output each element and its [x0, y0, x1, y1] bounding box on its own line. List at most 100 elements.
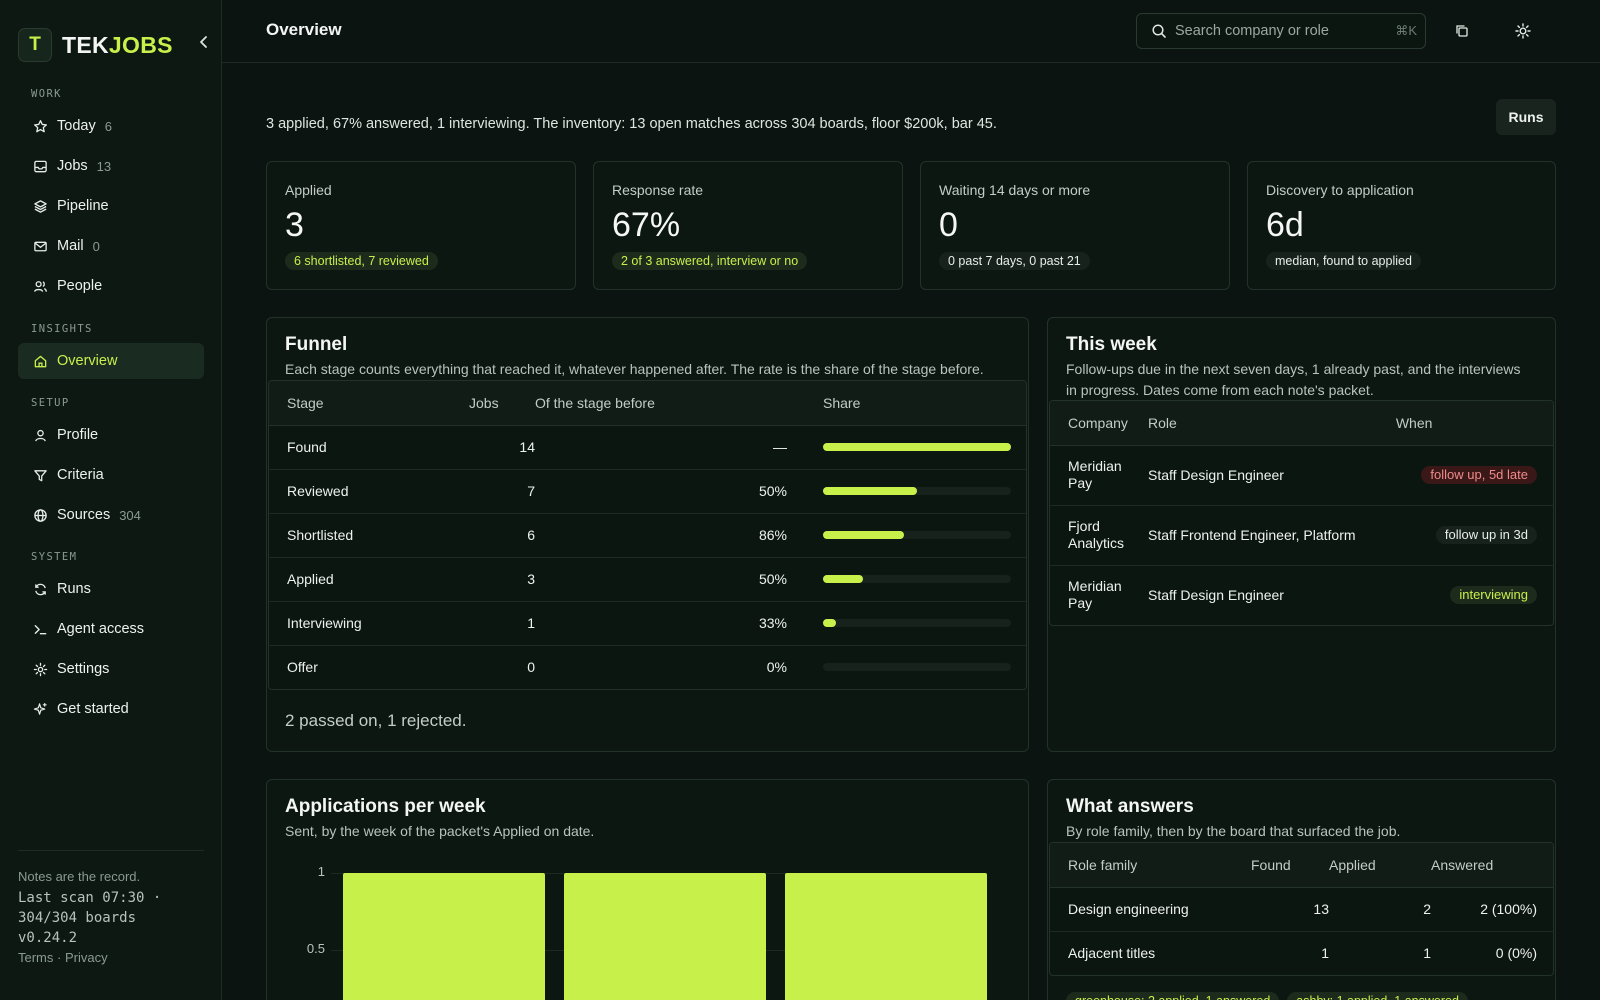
chart-subtitle: Sent, by the week of the packet's Applie…	[285, 823, 595, 839]
sidebar-item-profile[interactable]: Profile	[18, 417, 204, 453]
search-icon	[1152, 24, 1166, 38]
funnel-prev-rate: —	[535, 425, 787, 470]
applications-chart-card: Applications per week Sent, by the week …	[266, 779, 1029, 1000]
this-week-row[interactable]: Fjord Analytics Staff Frontend Engineer, P…	[1050, 505, 1553, 566]
sidebar-item-label: Overview	[57, 353, 118, 369]
funnel-prev-rate: 50%	[535, 469, 787, 514]
chevron-left-icon	[200, 36, 207, 48]
summary-answered: 67%	[332, 116, 362, 132]
collapse-sidebar-button[interactable]	[196, 34, 216, 54]
terms-link[interactable]: Terms	[18, 950, 54, 965]
company-cell: Meridian Pay	[1050, 565, 1148, 625]
funnel-title: Funnel	[285, 334, 348, 355]
funnel-stage: Interviewing	[269, 601, 469, 646]
sparkle-icon	[32, 701, 48, 717]
nav-heading: WORK	[31, 88, 62, 100]
logo[interactable]: T TEKJOBS	[18, 28, 173, 62]
funnel-share	[787, 513, 1026, 558]
sidebar-item-get-started[interactable]: Get started	[18, 691, 204, 727]
sidebar-item-label: Pipeline	[57, 198, 109, 214]
when-cell: interviewing	[1396, 565, 1553, 625]
stat-pill: 2 of 3 answered, interview or no	[612, 252, 808, 270]
funnel-jobs: 1	[469, 601, 535, 646]
privacy-link[interactable]: Privacy	[64, 950, 108, 965]
sidebar-item-jobs[interactable]: Jobs 13	[18, 148, 204, 184]
filter-icon	[32, 467, 48, 483]
funnel-prev-rate: 0%	[766, 659, 787, 676]
nav-group-setup: SETUP Profile Criteria Sources 304	[0, 397, 222, 537]
col-when: When	[1395, 401, 1553, 446]
company-name: Analytics	[1068, 535, 1125, 551]
what-answers-card: What answers By role family, then by the…	[1047, 779, 1556, 1000]
globe-icon	[32, 507, 48, 523]
stat-label: Response rate	[612, 182, 704, 198]
theme-toggle-button[interactable]	[1512, 20, 1534, 42]
footer-separator: ·	[53, 950, 65, 965]
company-name: Fjord	[1068, 518, 1100, 534]
summary-interviewing: 1	[436, 116, 446, 132]
logo-mark: T	[18, 28, 52, 62]
funnel-stage: Found	[269, 425, 469, 470]
sidebar-item-today[interactable]: Today 6	[18, 108, 204, 144]
what-answers-subtitle: By role family, then by the board that s…	[1066, 823, 1401, 839]
what-answers-title: What answers	[1066, 796, 1194, 817]
y-tick-label: 1	[317, 864, 325, 879]
terminal-icon	[32, 621, 48, 637]
sidebar-item-pipeline[interactable]: Pipeline	[18, 188, 204, 224]
star-icon	[32, 118, 48, 134]
share-bar-track	[823, 575, 1011, 583]
company-name: Meridian	[1068, 458, 1122, 474]
share-bar-fill	[823, 619, 837, 627]
sidebar-item-agent-access[interactable]: Agent access	[18, 611, 204, 647]
copy-button[interactable]	[1451, 20, 1473, 42]
sidebar-item-settings[interactable]: Settings	[18, 651, 204, 687]
funnel-jobs: 6	[469, 513, 535, 558]
this-week-row[interactable]: Meridian Pay Staff Design Engineer follow u…	[1050, 445, 1553, 506]
when-badge: follow up, 5d late	[1421, 466, 1537, 484]
nav-heading: SETUP	[31, 397, 70, 409]
sidebar-item-criteria[interactable]: Criteria	[18, 457, 204, 493]
sidebar-item-label: Sources	[57, 507, 111, 523]
role-family: Design engineering	[1050, 887, 1251, 932]
funnel-stage: Reviewed	[269, 469, 469, 514]
stat-label: Discovery to application	[1266, 182, 1414, 198]
summary-text: answered,	[361, 116, 437, 132]
funnel-stage: Applied	[269, 557, 469, 602]
company-name: Meridian	[1068, 578, 1122, 595]
funnel-jobs: 0	[527, 659, 535, 676]
this-week-title: This week	[1066, 334, 1157, 355]
role-cell: Staff Design Engineer	[1148, 587, 1284, 604]
company-name: Pay	[1068, 475, 1093, 491]
board-pills: greenhouse: 2 applied, 1 answered ashby: …	[1066, 992, 1476, 1000]
this-week-row[interactable]: Meridian Pay Staff Design Engineer intervie…	[1050, 565, 1553, 625]
sidebar-item-sources[interactable]: Sources 304	[18, 497, 204, 533]
stat-card-waiting: Waiting 14 days or more 0 0 past 7 days,…	[920, 161, 1230, 290]
sidebar-footer: Notes are the record. Last scan 07:30 · …	[18, 850, 204, 965]
copy-icon	[1456, 25, 1468, 37]
sidebar: T TEKJOBS WORK Today 6 Jobs 13 Pipeline …	[0, 0, 222, 1000]
search-shortcut: ⌘K	[1395, 23, 1417, 38]
search-input[interactable]: Search company or role ⌘K	[1136, 13, 1426, 49]
funnel-row: Offer 0 0%	[269, 645, 1026, 689]
sidebar-item-people[interactable]: People	[18, 268, 204, 304]
role-family: Adjacent titles	[1068, 945, 1156, 962]
stat-card-applied: Applied 3 6 shortlisted, 7 reviewed	[266, 161, 576, 290]
col-stage: Stage	[269, 381, 469, 426]
stat-value: 3	[285, 206, 304, 244]
answers-row: Adjacent titles 1 1 0 (0%)	[1050, 931, 1553, 975]
funnel-jobs: 7	[469, 469, 535, 514]
sidebar-item-overview[interactable]: Overview	[18, 343, 204, 379]
nav-group-system: SYSTEM Runs Agent access Settings Get st…	[0, 551, 222, 731]
search-placeholder: Search company or role	[1175, 23, 1329, 39]
role-cell: Staff Frontend Engineer, Platform	[1148, 505, 1396, 566]
funnel-share	[787, 557, 1026, 602]
sidebar-item-mail[interactable]: Mail 0	[18, 228, 204, 264]
company-cell: Fjord Analytics	[1050, 505, 1148, 566]
funnel-footer: 2 passed on, 1 rejected.	[285, 711, 467, 730]
when-badge: follow up in 3d	[1435, 526, 1537, 544]
runs-button[interactable]: Runs	[1496, 99, 1556, 135]
sidebar-item-runs[interactable]: Runs	[18, 571, 204, 607]
nav-heading: SYSTEM	[31, 551, 78, 563]
summary-text: interviewing. The inventory: 13 open mat…	[445, 116, 997, 132]
stat-label: Applied	[285, 182, 332, 198]
